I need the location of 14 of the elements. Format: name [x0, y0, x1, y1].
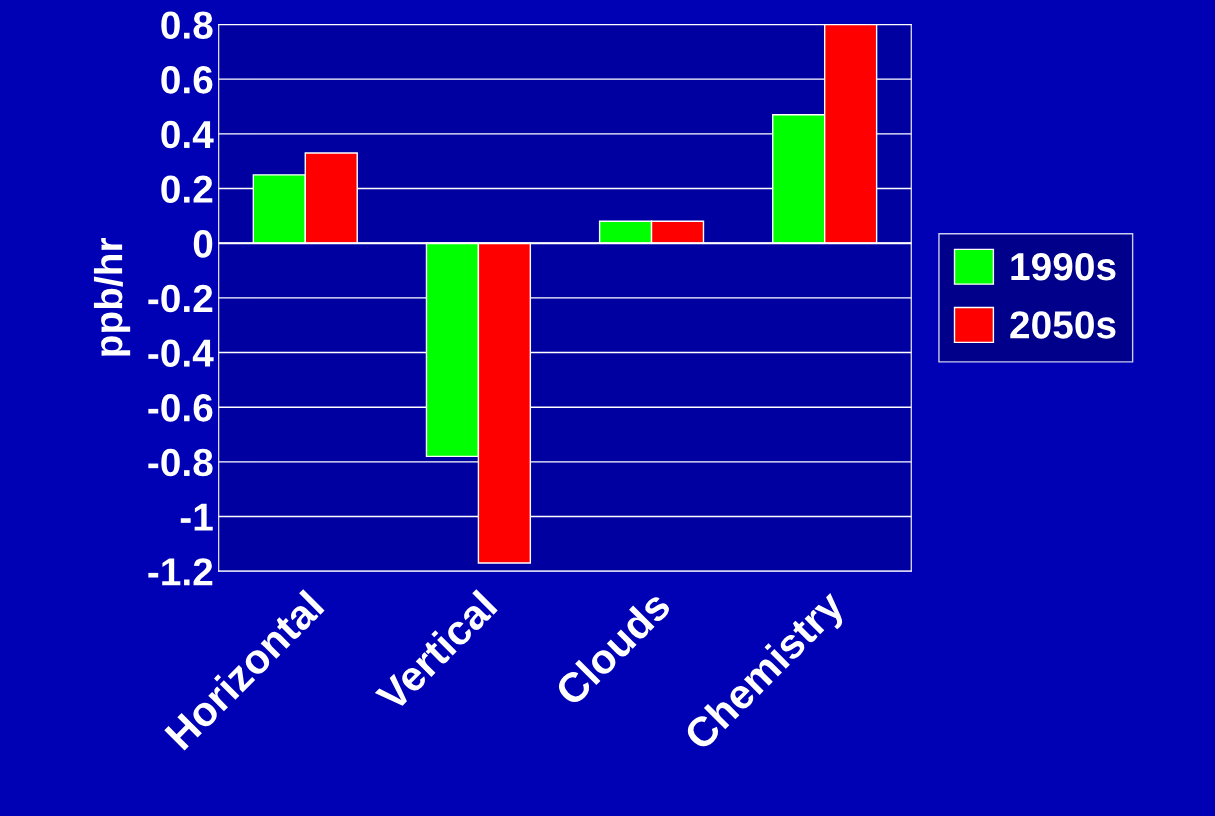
legend-label: 2050s — [1010, 311, 1116, 339]
y-tick-label: 0 — [193, 230, 213, 258]
y-tick-label: -1 — [180, 503, 213, 531]
y-tick-label: 0.8 — [161, 11, 213, 39]
y-tick-label: -0.2 — [148, 284, 213, 313]
y-tick-label: 0.4 — [161, 120, 214, 149]
y-tick-label: 0.2 — [161, 175, 213, 203]
legend-label: 1990s — [1011, 252, 1116, 281]
y-tick-label: -0.8 — [148, 448, 213, 477]
y-tick-label: -0.6 — [148, 394, 213, 422]
y-tick-label: -0.4 — [148, 339, 214, 367]
y-axis-title: ppb/hr — [93, 237, 131, 356]
y-tick-label: -1.2 — [148, 558, 213, 586]
y-tick-label: 0.6 — [161, 66, 213, 94]
